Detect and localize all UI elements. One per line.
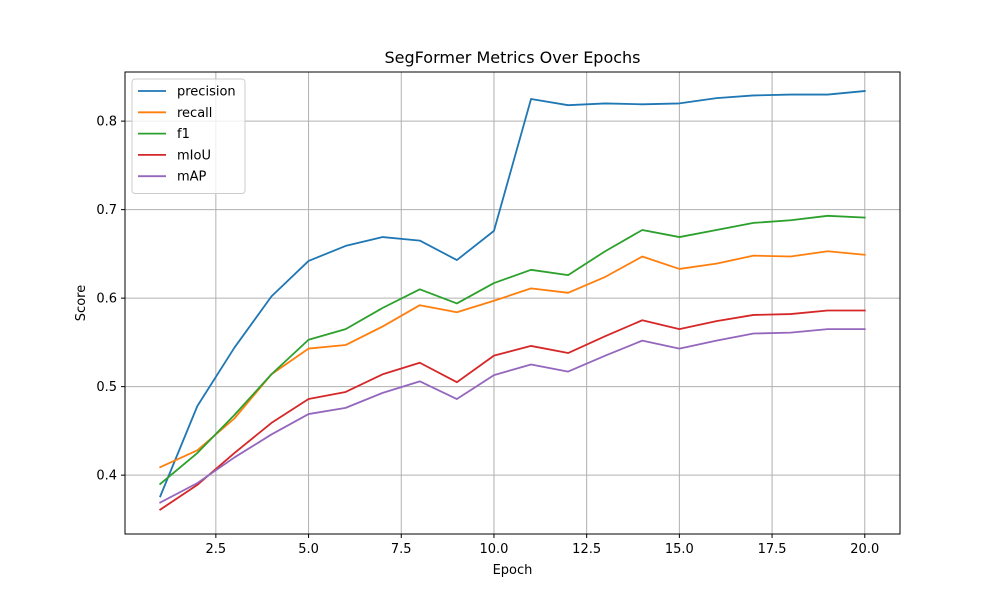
series-lines <box>158 90 866 511</box>
x-tick-label: 17.5 <box>758 542 787 557</box>
series-line-map <box>159 328 866 504</box>
x-tick-label: 7.5 <box>391 542 412 557</box>
series-line-precision <box>159 90 866 498</box>
x-axis-ticks: 2.5 5.0 7.5 10.0 12.5 15.0 17.5 20.0 <box>206 534 879 557</box>
y-axis-label: Score <box>74 285 89 321</box>
series-line-f1 <box>158 214 866 486</box>
y-tick-label: 0.5 <box>96 380 117 395</box>
x-tick-label: 20.0 <box>850 542 879 557</box>
legend-label-f1: f1 <box>177 127 190 142</box>
series-line-recall <box>159 250 866 469</box>
x-tick-label: 10.0 <box>479 542 508 557</box>
grid <box>125 72 900 534</box>
series-line-miou <box>158 309 866 511</box>
legend-label-map: mAP <box>177 170 207 185</box>
x-axis-label: Epoch <box>493 563 533 578</box>
legend: precision recall f1 mIoU mAP <box>131 78 246 194</box>
y-tick-label: 0.7 <box>96 203 117 218</box>
x-tick-label: 15.0 <box>665 542 694 557</box>
legend-box <box>131 78 246 194</box>
legend-label-miou: mIoU <box>177 148 211 163</box>
y-axis-ticks: 0.4 0.5 0.6 0.7 0.8 <box>96 115 125 484</box>
y-tick-label: 0.8 <box>96 115 117 130</box>
chart-title: SegFormer Metrics Over Epochs <box>384 48 640 67</box>
y-tick-label: 0.6 <box>96 292 117 307</box>
x-tick-label: 2.5 <box>206 542 227 557</box>
plot-frame <box>124 71 901 535</box>
y-tick-label: 0.4 <box>96 469 117 484</box>
legend-label-recall: recall <box>177 106 212 121</box>
x-tick-label: 12.5 <box>572 542 601 557</box>
x-tick-label: 5.0 <box>298 542 319 557</box>
legend-label-precision: precision <box>177 85 236 100</box>
